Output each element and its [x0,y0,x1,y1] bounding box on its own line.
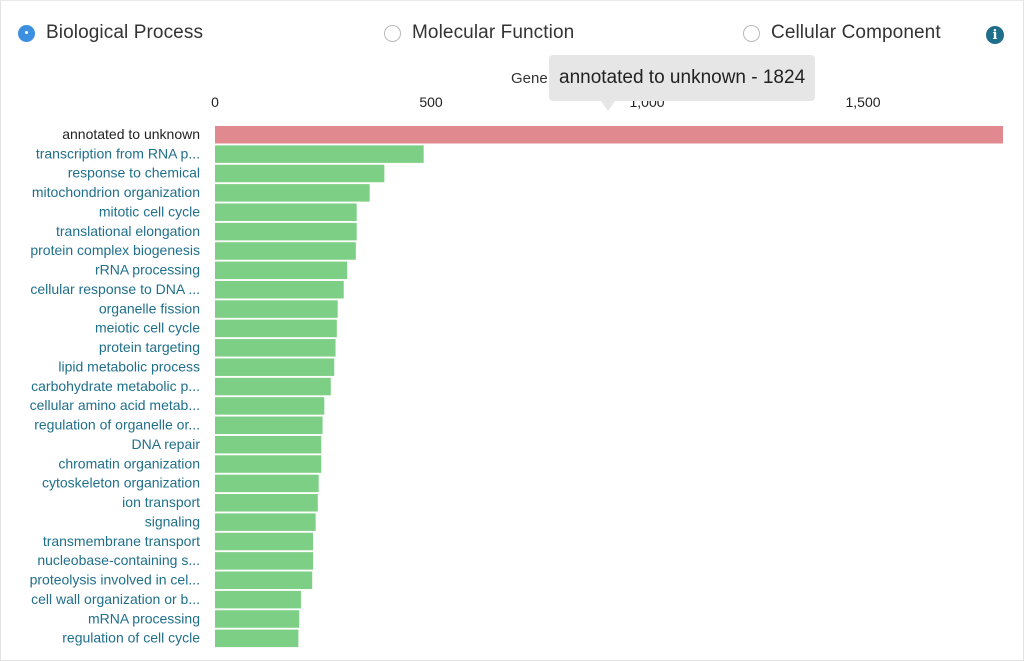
category-label[interactable]: cell wall organization or b... [31,591,200,607]
category-label[interactable]: transmembrane transport [43,533,200,549]
bar[interactable] [215,416,323,435]
radio-button-icon[interactable] [743,24,760,42]
bar[interactable] [215,629,299,648]
category-labels: annotated to unknown transcription from R… [30,126,201,646]
category-label[interactable]: cellular amino acid metab... [30,397,200,413]
bars [215,126,1003,648]
category-label[interactable]: meiotic cell cycle [95,320,200,336]
category-label: annotated to unknown [62,126,200,142]
category-label[interactable]: protein targeting [99,339,200,355]
category-label[interactable]: carbohydrate metabolic p... [31,378,200,394]
category-label[interactable]: transcription from RNA p... [36,145,200,161]
category-label[interactable]: DNA repair [132,436,201,452]
bar[interactable] [215,358,335,376]
bar[interactable] [215,455,322,473]
bar[interactable] [215,552,314,570]
x-axis-title: Gene [511,70,548,87]
bar[interactable] [215,300,338,318]
bar[interactable] [215,126,1003,144]
category-label[interactable]: regulation of cell cycle [62,630,200,646]
category-label[interactable]: regulation of organelle or... [34,417,200,433]
bar[interactable] [215,319,337,338]
radio-molecular-function[interactable]: Molecular Function [384,22,574,44]
x-tick-label: 500 [419,94,443,110]
category-label[interactable]: response to chemical [68,165,200,181]
category-label[interactable]: mRNA processing [88,610,200,626]
bar[interactable] [215,184,370,202]
bar[interactable] [215,571,313,590]
category-label[interactable]: cellular response to DNA ... [30,281,200,297]
category-label[interactable]: mitochondrion organization [32,184,200,200]
ontology-radio-group: Biological Process Molecular Function Ce… [0,22,1024,50]
category-label[interactable]: signaling [145,513,200,529]
bar[interactable] [215,339,336,357]
category-label[interactable]: organelle fission [99,300,200,316]
category-label[interactable]: translational elongation [56,223,200,239]
radio-label[interactable]: Cellular Component [771,22,941,43]
x-tick-label: 1,500 [846,94,881,110]
radio-label[interactable]: Molecular Function [412,22,575,43]
bar[interactable] [215,397,325,415]
category-label[interactable]: rRNA processing [95,262,200,278]
bar[interactable] [215,513,316,531]
bar[interactable] [215,242,356,260]
radio-button-checked-icon[interactable] [18,24,35,42]
bar[interactable] [215,494,318,512]
bar[interactable] [215,590,301,609]
bar[interactable] [215,145,424,163]
bar[interactable] [215,474,319,493]
bar[interactable] [215,610,300,628]
category-label[interactable]: nucleobase-containing s... [37,552,200,568]
radio-button-icon[interactable] [384,24,401,42]
bar[interactable] [215,261,348,280]
bar[interactable] [215,532,314,551]
bar[interactable] [215,435,322,454]
bar[interactable] [215,164,385,183]
bar[interactable] [215,222,357,241]
radio-cellular-component[interactable]: Cellular Component [743,22,941,44]
bar[interactable] [215,280,344,299]
bar-tooltip: annotated to unknown - 1824 [549,55,816,111]
category-label[interactable]: mitotic cell cycle [99,203,200,219]
radio-label[interactable]: Biological Process [46,22,204,43]
bar[interactable] [215,203,357,221]
category-label[interactable]: protein complex biogenesis [30,242,200,258]
category-label[interactable]: chromatin organization [58,455,200,471]
radio-biological-process[interactable]: Biological Process [18,22,203,44]
category-label[interactable]: lipid metabolic process [58,358,200,374]
x-tick-label: 0 [211,94,219,110]
category-label[interactable]: ion transport [122,494,200,510]
info-icon[interactable]: i [986,26,1004,44]
category-label[interactable]: proteolysis involved in cel... [30,572,200,588]
bar[interactable] [215,377,331,396]
category-label[interactable]: cytoskeleton organization [42,475,200,491]
